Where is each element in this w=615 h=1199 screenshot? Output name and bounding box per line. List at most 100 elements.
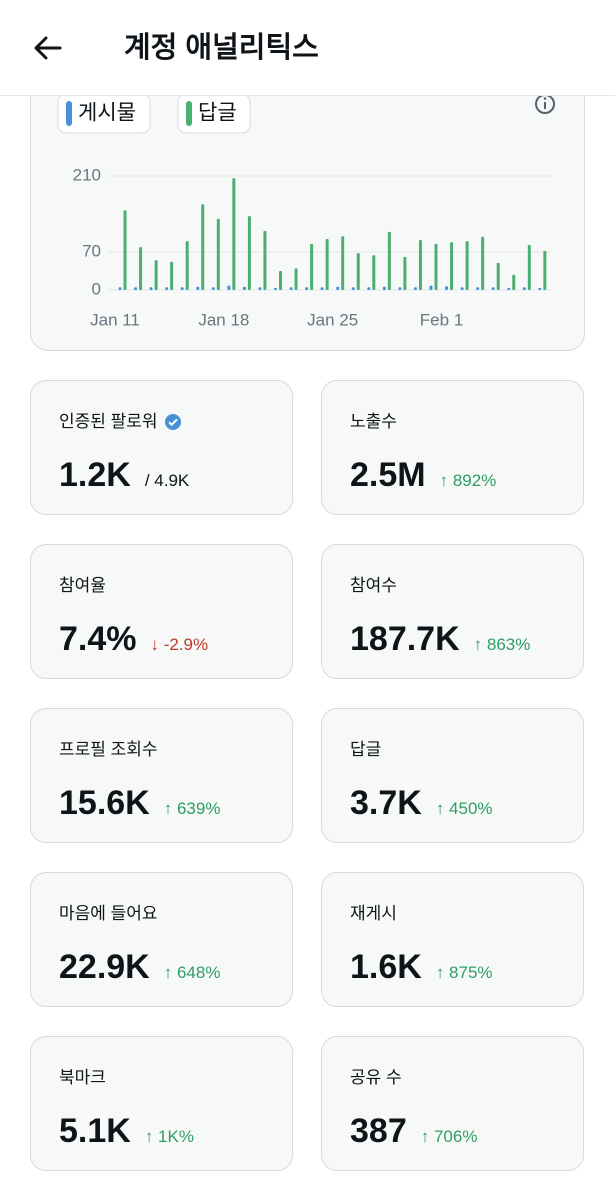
stat-change: ↑ 892% xyxy=(439,471,497,490)
legend: 답글 xyxy=(198,102,237,125)
stat-total: / 4.9K xyxy=(144,471,190,490)
stat-card: 인증된 팔로워 1.2K / 4.9K xyxy=(30,380,293,515)
y-tick-label: 0 xyxy=(92,279,101,298)
bar xyxy=(185,241,189,290)
stat-label: 마음에 들어요 xyxy=(59,904,158,923)
stat-label: 답글 xyxy=(350,740,382,759)
bar xyxy=(538,287,542,290)
bar xyxy=(465,241,469,290)
stat-row: 15.6K ↑ 639% xyxy=(59,781,220,825)
bar xyxy=(434,243,438,290)
stat-value: 2.5M xyxy=(350,456,426,494)
verified-badge xyxy=(164,414,181,430)
stat-change: ↑ 863% xyxy=(473,635,531,654)
stat-card: 답글 3.7K ↑ 450% xyxy=(321,708,584,843)
bar xyxy=(496,262,500,290)
bar xyxy=(165,287,169,290)
legend-swatch xyxy=(186,101,192,126)
bar xyxy=(216,218,220,290)
header: 계정 애널리틱스 xyxy=(0,0,615,96)
stat-label: 참여수 xyxy=(350,576,397,595)
stat-value: 3.7K xyxy=(350,784,422,822)
bar xyxy=(429,285,433,290)
stat-value: 7.4% xyxy=(59,620,137,658)
stat-label-row: 프로필 조회수 xyxy=(59,739,158,761)
y-tick-label: 210 xyxy=(73,165,101,184)
bar xyxy=(305,287,309,290)
bar xyxy=(356,253,360,290)
bar xyxy=(154,260,158,290)
x-tick-label: Feb 1 xyxy=(420,310,463,329)
info-icon[interactable] xyxy=(535,94,555,114)
bar xyxy=(123,210,127,290)
stat-row: 22.9K ↑ 648% xyxy=(59,945,220,989)
bar xyxy=(481,236,485,290)
stat-label: 노출수 xyxy=(350,412,397,431)
stat-card: 재게시 1.6K ↑ 875% xyxy=(321,872,584,1007)
stat-card: 공유 수 387 ↑ 706% xyxy=(321,1036,584,1171)
bar xyxy=(247,216,251,290)
stat-label-row: 북마크 xyxy=(59,1067,106,1089)
stat-value: 1.6K xyxy=(350,948,422,986)
stat-change: ↑ 648% xyxy=(163,963,221,982)
legend-swatch xyxy=(66,101,72,126)
bar xyxy=(418,240,422,290)
stat-row: 5.1K ↑ 1K% xyxy=(59,1109,194,1153)
stat-row: 1.6K ↑ 875% xyxy=(350,945,493,989)
bar xyxy=(387,231,391,290)
stat-card: 참여율 7.4% ↓ -2.9% xyxy=(30,544,293,679)
x-tick-label: Jan 25 xyxy=(307,310,358,329)
stat-card: 노출수 2.5M ↑ 892% xyxy=(321,380,584,515)
stat-label-row: 마음에 들어요 xyxy=(59,903,158,925)
bar xyxy=(242,286,246,290)
bar xyxy=(258,287,262,290)
stat-row: 187.7K ↑ 863% xyxy=(350,617,530,661)
bar xyxy=(201,204,205,290)
bar xyxy=(367,287,371,290)
stat-label-row: 참여수 xyxy=(350,575,397,597)
stat-label-row: 노출수 xyxy=(350,411,397,433)
stat-change: ↑ 1K% xyxy=(144,1127,194,1146)
stat-change: ↑ 706% xyxy=(420,1127,478,1146)
bar xyxy=(522,287,526,290)
stat-row: 387 ↑ 706% xyxy=(350,1109,477,1153)
bar xyxy=(274,287,277,290)
bar xyxy=(134,287,138,290)
bar xyxy=(336,286,340,290)
back-button[interactable] xyxy=(32,32,64,64)
bar xyxy=(341,236,345,290)
bar xyxy=(325,238,329,290)
bar xyxy=(170,261,174,290)
bar xyxy=(372,255,376,290)
stat-value: 15.6K xyxy=(59,784,150,822)
stat-label-row: 답글 xyxy=(350,739,381,761)
bar xyxy=(403,256,407,290)
stat-card: 참여수 187.7K ↑ 863% xyxy=(321,544,584,679)
bar xyxy=(491,287,495,290)
chart: 게시물 답글 0 70 210 Jan 11 Jan 18 Jan 25 Feb 1 xyxy=(57,93,555,329)
stat-row: 7.4% ↓ -2.9% xyxy=(59,617,208,661)
bar xyxy=(445,286,449,290)
stat-card: 프로필 조회수 15.6K ↑ 639% xyxy=(30,708,293,843)
bar xyxy=(310,243,314,290)
stat-label-row: 재게시 xyxy=(350,903,397,925)
bar xyxy=(543,250,547,290)
stat-value: 22.9K xyxy=(59,948,150,986)
stat-value: 1.2K xyxy=(59,456,131,494)
bar xyxy=(139,247,143,290)
stat-value: 187.7K xyxy=(350,620,460,658)
legend: 게시물 xyxy=(78,102,136,125)
stat-label: 북마크 xyxy=(59,1068,106,1087)
stat-change: ↑ 450% xyxy=(435,799,493,818)
stat-label: 인증된 팔로워 xyxy=(59,412,158,431)
bar xyxy=(450,242,454,290)
bar xyxy=(263,230,267,290)
bar xyxy=(232,178,236,290)
stat-label-row: 공유 수 xyxy=(350,1067,402,1089)
bar xyxy=(294,268,298,290)
stat-change: ↑ 875% xyxy=(435,963,493,982)
bar xyxy=(279,271,282,290)
bar xyxy=(382,286,386,290)
bar xyxy=(398,287,402,290)
